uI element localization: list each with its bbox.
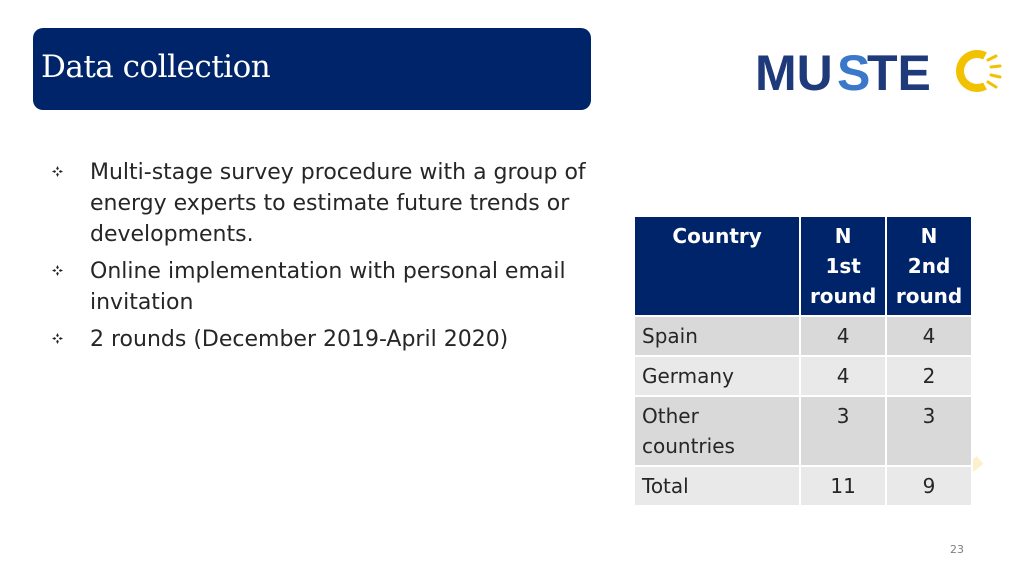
logo-text-s: S (837, 45, 870, 101)
header-country: Country (632, 215, 802, 317)
cell-round1: 11 (799, 465, 888, 507)
title-bar: Data collection (33, 28, 591, 110)
diamond-bullet-icon (52, 166, 63, 177)
header-round1-line: N (834, 224, 852, 248)
table-row: Total 11 9 (632, 465, 973, 507)
participants-table: Country N 1st round N 2nd round Spain 4 … (632, 215, 973, 507)
cell-round2: 2 (885, 355, 973, 397)
cell-round1: 4 (799, 315, 888, 357)
sun-icon (956, 50, 1002, 92)
header-round1: N 1st round (799, 215, 888, 317)
logo-text-mu: MU (755, 45, 833, 101)
diamond-bullet-icon (52, 333, 63, 344)
cell-country: Germany (632, 355, 802, 397)
header-round1-line: 1st (825, 254, 861, 278)
bullet-text: Online implementation with personal emai… (90, 259, 566, 315)
cell-round1: 3 (799, 395, 888, 467)
header-round2: N 2nd round (885, 215, 973, 317)
cell-round2: 4 (885, 315, 973, 357)
slide-title: Data collection (41, 49, 271, 85)
cell-round1: 4 (799, 355, 888, 397)
cell-round2: 9 (885, 465, 973, 507)
table-header-row: Country N 1st round N 2nd round (632, 215, 973, 317)
bullet-item: Multi-stage survey procedure with a grou… (50, 157, 610, 250)
logo-text-te: TE (867, 45, 931, 101)
cell-round2: 3 (885, 395, 973, 467)
header-round2-line: round (895, 284, 963, 308)
bullet-text: 2 rounds (December 2019-April 2020) (90, 327, 509, 352)
bullet-item: Online implementation with personal emai… (50, 256, 610, 318)
table-row: Other countries 3 3 (632, 395, 973, 467)
table-row: Spain 4 4 (632, 315, 973, 357)
bullet-text: Multi-stage survey procedure with a grou… (90, 160, 586, 247)
header-round2-line: 2nd (907, 254, 951, 278)
page-number: 23 (950, 543, 964, 556)
header-round2-line: N (920, 224, 938, 248)
cell-country: Other countries (632, 395, 802, 467)
bullet-item: 2 rounds (December 2019-April 2020) (50, 324, 610, 355)
cell-country: Spain (632, 315, 802, 357)
bullet-list: Multi-stage survey procedure with a grou… (50, 157, 610, 361)
table-row: Germany 4 2 (632, 355, 973, 397)
cell-country: Total (632, 465, 802, 507)
musteco-logo: MU S TE (755, 45, 1002, 101)
header-round1-line: round (809, 284, 877, 308)
diamond-bullet-icon (52, 265, 63, 276)
